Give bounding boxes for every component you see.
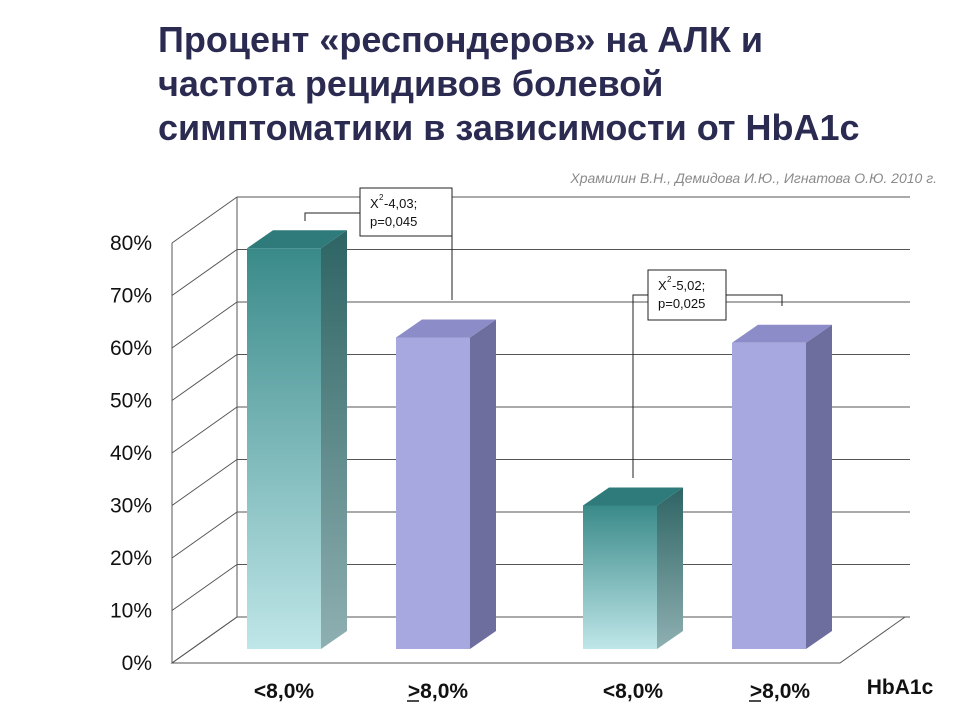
annotation-chi: X: [658, 278, 667, 293]
bar-top: [732, 324, 832, 343]
y-tick-label: 20%: [110, 547, 152, 570]
annotation-box: [647, 269, 727, 321]
x-tick-label: <8,0%: [603, 680, 663, 703]
bar: [732, 342, 806, 649]
annotation-bracket-right: [726, 294, 783, 306]
gridline-diagonal: [171, 301, 238, 349]
y-tick-label: 0%: [122, 652, 152, 675]
bar-side: [321, 230, 347, 649]
bar-top: [247, 230, 347, 249]
annotation-sup: 2: [667, 275, 672, 284]
gridline-diagonal: [171, 354, 238, 401]
bar: [583, 505, 657, 649]
citation: Храмилин В.Н., Демидова И.Ю., Игнатова О…: [570, 170, 937, 186]
chart-plot: 0% 10% 20% 30% 40% 50% 60% 70% 80% <8,0% >8,0% <8,0…: [110, 187, 934, 703]
annotation-p-value: p=0,025: [658, 296, 705, 311]
gridline-diagonal: [171, 564, 238, 611]
bar-side: [657, 487, 683, 649]
gridline-diagonal: [171, 459, 238, 506]
gridline-diagonal: [171, 616, 238, 664]
y-tick-label: 30%: [110, 495, 152, 518]
title-line-2: частота рецидивов болевой: [158, 63, 664, 104]
x-tick-label: >8,0%: [750, 680, 810, 703]
y-tick-label: 10%: [110, 600, 152, 623]
bar-side: [806, 324, 832, 649]
y-tick-label: 70%: [110, 285, 152, 308]
x-tick-label: >8,0%: [408, 680, 468, 703]
gridline-diagonal: [171, 196, 238, 244]
title-line-3: симптоматики в зависимости от HbA1c: [158, 107, 860, 148]
annotation-bracket-left: [304, 212, 360, 221]
annotation-chi-value: -4,03;: [384, 196, 417, 211]
gridline-diagonal: [171, 406, 238, 454]
annotation-sup: 2: [379, 193, 384, 202]
annotation-bracket-left: [632, 294, 648, 478]
x-axis-title: HbA1c: [867, 676, 934, 699]
annotation-chi-value: -5,02;: [672, 278, 705, 293]
title-line-1: Процент «респондеров» на АЛК и: [158, 19, 764, 60]
gridline-diagonal: [171, 511, 238, 559]
gridline-diagonal: [171, 249, 238, 296]
page-title: Процент «респондеров» на АЛК и частота р…: [158, 18, 938, 150]
y-tick-label: 50%: [110, 390, 152, 413]
bar: [396, 337, 470, 649]
x-tick-label: <8,0%: [254, 680, 314, 703]
annotation-box: [359, 187, 453, 237]
y-tick-label: 40%: [110, 442, 152, 465]
bar-top: [396, 319, 496, 338]
y-tick-label: 60%: [110, 337, 152, 360]
y-tick-label: 80%: [110, 232, 152, 255]
bar-top: [583, 487, 683, 506]
annotation-p-value: p=0,045: [370, 214, 417, 229]
bar: [247, 248, 321, 649]
annotation-chi: X: [370, 196, 379, 211]
bar-side: [470, 319, 496, 649]
